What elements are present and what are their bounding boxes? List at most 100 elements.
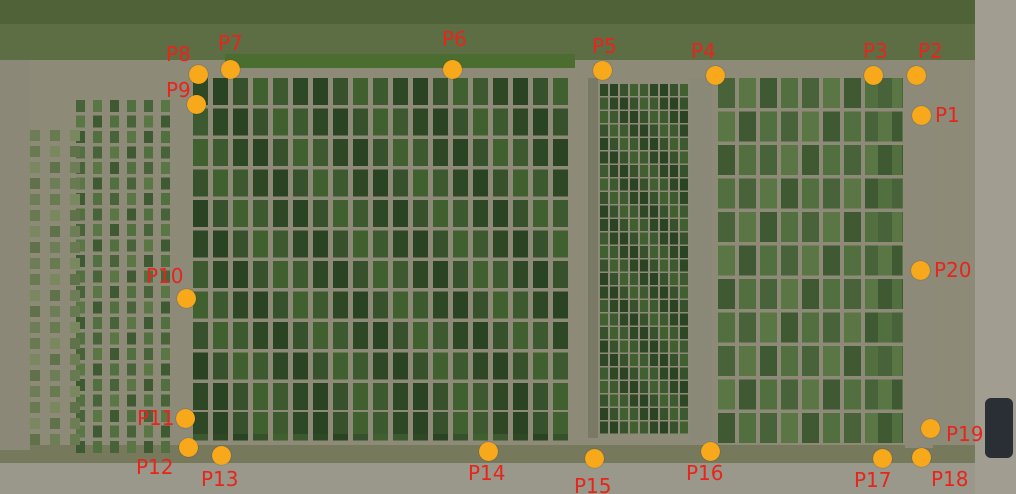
plot	[93, 239, 102, 252]
plot	[620, 178, 628, 191]
plot	[493, 261, 508, 288]
plot	[640, 205, 648, 218]
plot	[493, 139, 508, 166]
plot	[892, 78, 902, 108]
plot	[413, 169, 428, 197]
plot	[30, 434, 40, 445]
plot	[865, 279, 882, 309]
marker-dot	[700, 441, 720, 461]
plot	[76, 193, 85, 205]
plot	[680, 165, 688, 177]
plot	[610, 138, 618, 150]
plot	[630, 300, 638, 312]
plot	[273, 139, 288, 166]
plot	[670, 178, 678, 191]
plot	[144, 224, 153, 236]
plot	[781, 245, 798, 276]
plot	[273, 78, 288, 105]
plot	[802, 279, 819, 309]
plot	[844, 245, 861, 276]
plot	[640, 300, 648, 312]
plot	[473, 78, 488, 105]
plot	[144, 100, 153, 112]
plot	[660, 205, 668, 218]
plot	[30, 130, 40, 141]
plot	[193, 322, 208, 349]
plot	[630, 219, 638, 231]
plot	[600, 300, 608, 312]
plot	[30, 306, 40, 317]
plot	[640, 394, 648, 407]
plot	[878, 111, 888, 142]
plot	[70, 290, 80, 301]
plot	[333, 352, 348, 380]
plot	[353, 78, 368, 105]
plot	[844, 346, 861, 376]
plot-grid	[30, 78, 903, 453]
plot	[760, 111, 777, 142]
marker-label: P17	[854, 468, 892, 492]
plot	[93, 410, 102, 422]
plot	[670, 97, 678, 110]
plot	[433, 412, 448, 434]
plot	[670, 111, 678, 123]
plot	[802, 245, 819, 276]
plot	[802, 78, 819, 108]
plot	[453, 383, 468, 410]
plot	[493, 230, 508, 258]
plot	[865, 111, 882, 142]
plot	[718, 111, 735, 142]
plot	[413, 291, 428, 319]
plot	[680, 367, 688, 380]
plot	[110, 162, 119, 174]
plot	[650, 219, 658, 231]
plot	[393, 412, 408, 434]
plot	[600, 84, 608, 96]
plot	[802, 413, 819, 443]
plot	[844, 279, 861, 309]
plot	[161, 146, 170, 159]
plot	[640, 178, 648, 191]
plot	[233, 139, 248, 166]
plot	[630, 408, 638, 420]
plot	[739, 111, 756, 142]
plot	[865, 145, 882, 175]
plot	[273, 383, 288, 410]
plot	[76, 131, 85, 143]
plot	[161, 162, 170, 174]
plot	[393, 352, 408, 380]
plot	[670, 165, 678, 177]
plot	[620, 408, 628, 420]
plot	[453, 108, 468, 136]
marker-label: P10	[146, 264, 184, 288]
plot	[110, 193, 119, 205]
plot	[433, 230, 448, 258]
plot	[781, 178, 798, 209]
plot	[213, 291, 228, 319]
plot	[670, 151, 678, 164]
plot	[650, 300, 658, 312]
plot	[127, 441, 136, 453]
plot	[373, 291, 388, 319]
plot	[127, 348, 136, 360]
plot	[313, 139, 328, 166]
plot	[93, 301, 102, 314]
plot	[739, 78, 756, 108]
plot	[533, 261, 548, 288]
plot	[760, 413, 777, 443]
path-center	[588, 78, 598, 438]
marker-dot	[872, 448, 892, 468]
plot	[650, 394, 658, 407]
plot	[473, 139, 488, 166]
plot	[70, 242, 80, 253]
plot	[233, 322, 248, 349]
plot	[739, 212, 756, 242]
plot	[393, 108, 408, 136]
plot	[670, 259, 678, 272]
plot	[253, 230, 268, 258]
plot	[253, 261, 268, 288]
plot	[620, 367, 628, 380]
plot	[393, 78, 408, 105]
marker-dot	[442, 59, 462, 79]
plot	[718, 178, 735, 209]
